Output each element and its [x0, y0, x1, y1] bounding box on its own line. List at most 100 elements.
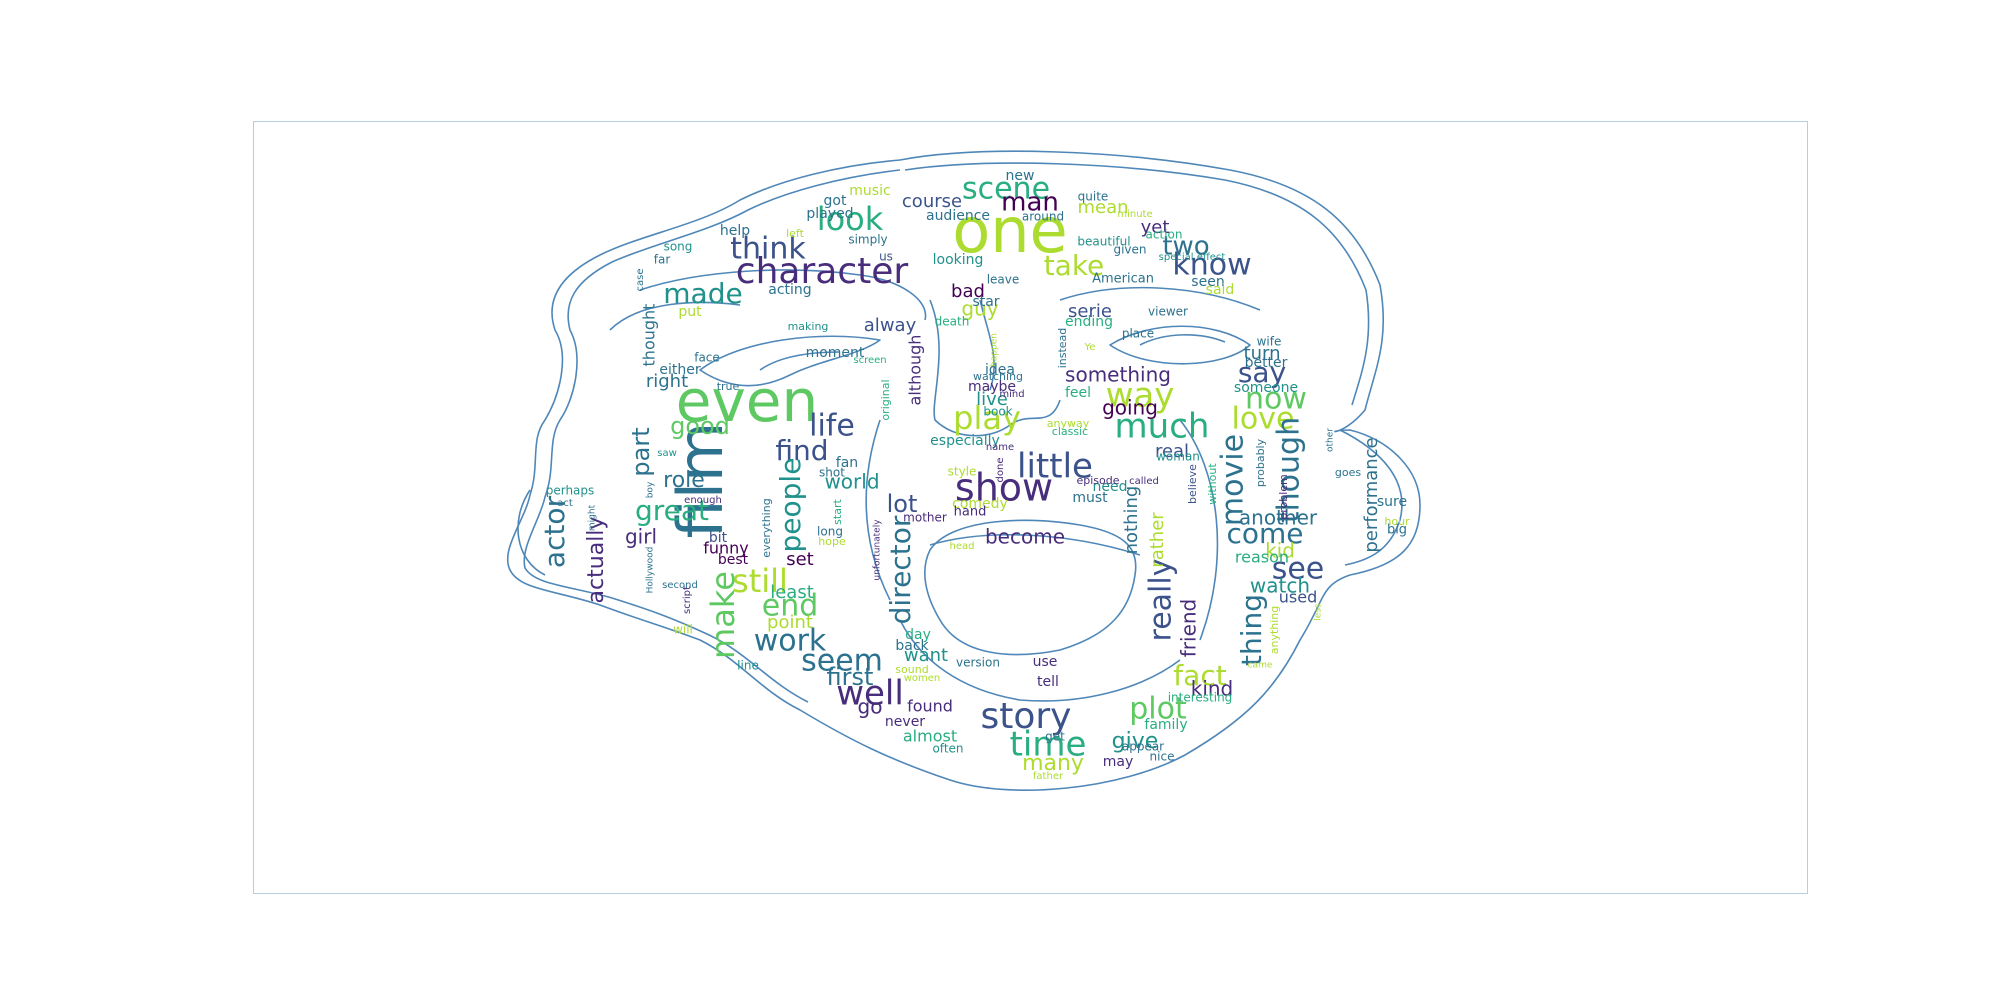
cloud-word: even — [676, 367, 818, 435]
cloud-word: live — [976, 389, 1008, 410]
cloud-word: end — [762, 589, 819, 624]
cloud-word: given — [1113, 243, 1146, 257]
cloud-word: nothing — [1121, 486, 1142, 555]
cloud-word: American — [1092, 272, 1154, 287]
cloud-word: actor — [538, 495, 571, 568]
cloud-word: friend — [1177, 599, 1201, 658]
cloud-word: alway — [864, 315, 917, 336]
cloud-word: day — [905, 627, 931, 643]
cloud-word: take — [1044, 249, 1105, 282]
cloud-word: death — [935, 315, 970, 329]
cloud-word: line — [737, 659, 759, 673]
cloud-word: man — [1001, 188, 1059, 218]
cloud-word: set — [786, 549, 814, 570]
cloud-word: part — [627, 427, 655, 476]
cloud-word: least — [770, 582, 814, 603]
cloud-word: almost — [903, 727, 957, 746]
cloud-word: thing — [1235, 594, 1268, 666]
cloud-word: although — [906, 335, 925, 406]
cloud-word: second — [662, 580, 698, 591]
cloud-word: found — [907, 697, 953, 716]
cloud-word: really — [1144, 559, 1179, 642]
cloud-word: people — [774, 458, 807, 553]
cloud-word: appear — [1122, 740, 1164, 754]
cloud-word: making — [788, 320, 829, 333]
eye-right — [1109, 325, 1251, 365]
cloud-word: anyway — [1047, 417, 1090, 430]
cloud-word: bit — [709, 530, 728, 546]
cloud-word: especially — [930, 433, 1000, 449]
cloud-word: story — [980, 696, 1071, 737]
cloud-word: version — [956, 656, 1000, 670]
cloud-word: never — [885, 714, 925, 730]
cloud-word: might — [588, 504, 598, 531]
cloud-word: moment — [806, 345, 865, 361]
cloud-word: time — [1010, 725, 1087, 765]
cloud-word: shot — [819, 466, 845, 480]
cloud-word: comedy — [952, 496, 1008, 512]
cloud-word: mean — [1077, 197, 1128, 218]
cloud-word: look — [817, 200, 884, 238]
cloud-word: episode — [1076, 474, 1119, 487]
cloud-word: performance — [1361, 437, 1382, 552]
mouth-upper-lip — [929, 534, 1141, 556]
cloud-word: sure — [1377, 494, 1407, 510]
cloud-word: two — [1162, 232, 1209, 262]
cloud-word: film — [664, 422, 737, 539]
cloud-word: one — [952, 194, 1067, 267]
cloud-word: best — [718, 552, 749, 568]
cloud-word: problem — [1277, 474, 1290, 520]
chin-line — [899, 619, 1181, 702]
cloud-word: boy — [646, 481, 656, 498]
cloud-word: seen — [1191, 274, 1224, 290]
cloud-word: viewer — [1148, 305, 1188, 319]
cloud-word: big — [1387, 523, 1407, 538]
cloud-word: watch — [1250, 574, 1310, 598]
ear-left — [517, 489, 546, 576]
cloud-word: going — [1102, 396, 1158, 420]
cloud-word: serie — [1068, 301, 1112, 322]
cloud-word: minute — [1117, 209, 1152, 220]
cloud-word: kid — [1265, 539, 1295, 563]
cloud-word: world — [824, 470, 879, 494]
cloud-word: funny — [703, 539, 749, 558]
cloud-word: perhaps — [546, 484, 595, 498]
cloud-word: know — [1172, 248, 1251, 283]
cloud-word: screen — [853, 355, 886, 366]
cloud-word: love — [1232, 402, 1295, 437]
cloud-word: feel — [1065, 385, 1091, 401]
cloud-word: girl — [625, 525, 657, 549]
cloud-word: scene — [962, 172, 1050, 207]
cloud-word: right — [646, 371, 688, 392]
cloud-word: book — [983, 405, 1012, 419]
cloud-word: point — [767, 612, 813, 633]
cloud-word: less — [1314, 603, 1324, 621]
cloud-word: hour — [1384, 515, 1410, 528]
mouth — [924, 519, 1137, 656]
cloud-word: role — [663, 468, 705, 493]
cloud-word: play — [953, 399, 1021, 437]
cloud-word: special effect — [1159, 252, 1226, 263]
cloud-word: become — [985, 525, 1065, 549]
cloud-word: put — [678, 304, 702, 320]
cloud-word: act — [557, 498, 573, 509]
cloud-word: enough — [684, 495, 722, 506]
cloud-word: use — [1033, 654, 1058, 670]
cloud-word: quite — [1078, 190, 1109, 204]
ear-right — [1339, 429, 1403, 566]
cloud-word: say — [1238, 356, 1286, 389]
cloud-word: got — [824, 193, 847, 209]
cloud-word: long — [817, 525, 843, 539]
cheek-left — [865, 419, 891, 601]
cloud-word: without — [1206, 463, 1219, 505]
cloud-word: lot — [887, 490, 918, 518]
cloud-word: another — [1239, 506, 1318, 530]
cloud-word: looking — [933, 252, 984, 268]
cloud-word: watching — [973, 370, 1023, 383]
cloud-word: many — [1022, 751, 1084, 776]
cloud-word: mother — [903, 511, 947, 525]
cloud-word: action — [1146, 228, 1183, 242]
cloud-word: now — [1245, 382, 1307, 417]
cloud-word: came — [1248, 661, 1273, 671]
cloud-word: fan — [836, 455, 858, 471]
